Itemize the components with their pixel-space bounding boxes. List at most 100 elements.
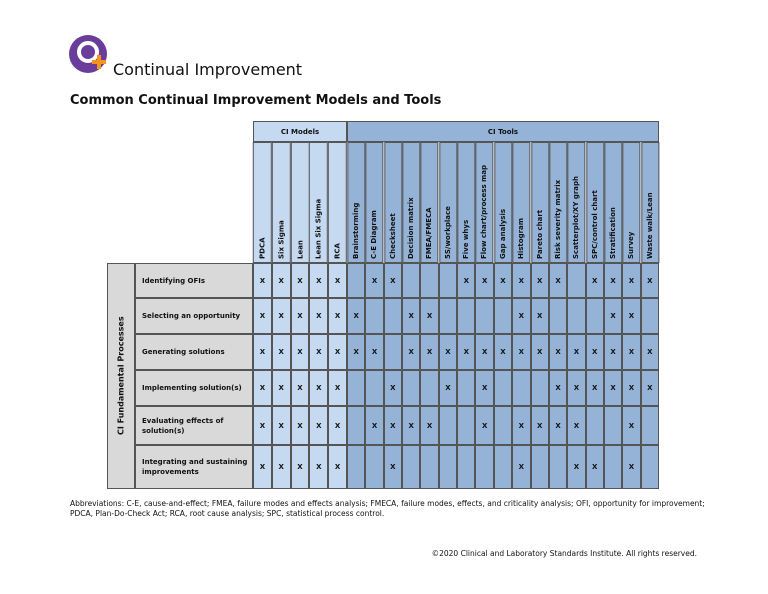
row-label: Integrating and sustaining improvements xyxy=(135,445,253,489)
cell: X xyxy=(622,334,641,370)
column-header: Brainstorming xyxy=(347,142,366,263)
cell: X xyxy=(548,370,568,406)
cell: X xyxy=(383,370,403,406)
cell: X xyxy=(328,263,347,298)
cell: X xyxy=(271,370,291,406)
cell: X xyxy=(512,406,531,445)
column-header: Lean xyxy=(290,142,310,263)
cell xyxy=(640,298,659,334)
cell: X xyxy=(309,370,329,406)
cell: X xyxy=(402,406,421,445)
cell: X xyxy=(271,406,291,445)
cell xyxy=(365,298,384,334)
cell: X xyxy=(585,334,604,370)
cell xyxy=(420,445,439,489)
cell xyxy=(383,334,403,370)
cell: X xyxy=(548,334,568,370)
cell: X xyxy=(622,298,641,334)
cell: X xyxy=(567,370,586,406)
row-label: Generating solutions xyxy=(135,334,253,370)
column-header: Lean Six Sigma xyxy=(309,142,329,263)
cell: X xyxy=(271,298,291,334)
cell xyxy=(493,445,513,489)
cell: X xyxy=(365,334,384,370)
cell xyxy=(402,263,421,298)
cell xyxy=(347,263,366,298)
cell: X xyxy=(530,298,549,334)
cell: X xyxy=(253,298,272,334)
cell: X xyxy=(290,445,310,489)
cell: X xyxy=(622,263,641,298)
cell: X xyxy=(383,263,403,298)
cell xyxy=(475,298,494,334)
cell: X xyxy=(567,445,586,489)
cell: X xyxy=(365,406,384,445)
cell: X xyxy=(328,334,347,370)
cell: X xyxy=(640,334,659,370)
cell: X xyxy=(328,445,347,489)
cell xyxy=(640,406,659,445)
cell: X xyxy=(309,263,329,298)
cell xyxy=(585,298,604,334)
row-label: Evaluating effects of solution(s) xyxy=(135,406,253,445)
column-header: Pareto chart xyxy=(530,142,549,263)
cell xyxy=(438,445,458,489)
row-label: Implementing solution(s) xyxy=(135,370,253,406)
cell: X xyxy=(475,370,494,406)
cell xyxy=(585,406,604,445)
cell: X xyxy=(271,263,291,298)
cell: X xyxy=(567,406,586,445)
group-label: CI Fundamental Processes xyxy=(107,263,135,489)
cell xyxy=(347,445,366,489)
cell: X xyxy=(622,406,641,445)
logo xyxy=(69,35,107,73)
cell xyxy=(457,298,476,334)
cell xyxy=(420,370,439,406)
cell xyxy=(530,370,549,406)
row-label: Identifying OFIs xyxy=(135,263,253,298)
cell: X xyxy=(493,334,513,370)
cell: X xyxy=(530,406,549,445)
cell: X xyxy=(585,263,604,298)
cell: X xyxy=(290,406,310,445)
cell: X xyxy=(383,445,403,489)
cell: X xyxy=(512,298,531,334)
cell: X xyxy=(438,370,458,406)
column-header: PDCA xyxy=(253,142,272,263)
cell: X xyxy=(603,298,623,334)
header-title: Continual Improvement xyxy=(113,60,303,79)
cell xyxy=(493,298,513,334)
cell: X xyxy=(290,263,310,298)
column-group-header: CI Models xyxy=(253,121,347,142)
cell: X xyxy=(567,334,586,370)
column-header: Decision matrix xyxy=(402,142,421,263)
cell: X xyxy=(290,334,310,370)
cell: X xyxy=(253,406,272,445)
cell: X xyxy=(328,298,347,334)
column-header: Stratification xyxy=(603,142,623,263)
cell: X xyxy=(548,406,568,445)
cell: X xyxy=(290,370,310,406)
column-header: Survey xyxy=(622,142,641,263)
cell: X xyxy=(309,406,329,445)
column-header: Risk severity matrix xyxy=(548,142,568,263)
column-header: SPC/control chart xyxy=(585,142,604,263)
column-header: Histogram xyxy=(512,142,531,263)
cell: X xyxy=(271,334,291,370)
subtitle: Common Continual Improvement Models and … xyxy=(70,93,442,108)
cell: X xyxy=(420,298,439,334)
abbreviations: Abbreviations: C-E, cause-and-effect; FM… xyxy=(70,499,705,518)
cell: X xyxy=(347,298,366,334)
cell xyxy=(493,370,513,406)
cell: X xyxy=(475,263,494,298)
column-header: C-E Diagram xyxy=(365,142,384,263)
cell xyxy=(530,445,549,489)
cell xyxy=(420,263,439,298)
cell xyxy=(438,298,458,334)
cell: X xyxy=(512,334,531,370)
cell xyxy=(347,406,366,445)
cell xyxy=(402,370,421,406)
column-header: Six Sigma xyxy=(271,142,291,263)
column-header: Checksheet xyxy=(383,142,403,263)
